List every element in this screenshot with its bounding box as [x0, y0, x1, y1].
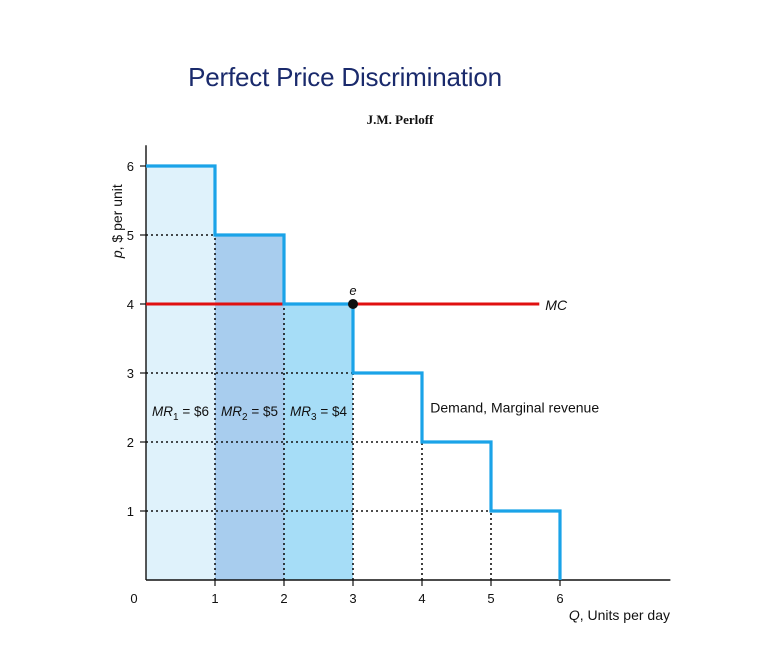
x-axis-label: Q, Units per day	[569, 607, 670, 623]
y-tick-label-4: 4	[127, 297, 134, 312]
chart-title: Perfect Price Discrimination	[188, 62, 502, 92]
y-tick-label-5: 5	[127, 228, 134, 243]
point-e-label: e	[349, 283, 356, 298]
y-tick-label-3: 3	[127, 366, 134, 381]
y-tick-label-6: 6	[127, 159, 134, 174]
y-tick-label-1: 1	[127, 504, 134, 519]
x-tick-label-3: 3	[349, 591, 356, 606]
demand-label: Demand, Marginal revenue	[430, 400, 599, 416]
y-axis-label: p, $ per unit	[109, 184, 125, 259]
demand-line	[146, 164, 562, 580]
x-tick-label-2: 2	[280, 591, 287, 606]
x-tick-label-6: 6	[556, 591, 563, 606]
x-tick-label-1: 1	[211, 591, 218, 606]
x-tick-label-0: 0	[130, 591, 137, 606]
point-e-marker	[348, 299, 358, 309]
mr-label-1: MR1 = $6	[152, 404, 209, 423]
mc-label: MC	[545, 297, 568, 313]
x-tick-label-5: 5	[487, 591, 494, 606]
mr-label-2: MR2 = $5	[221, 404, 278, 423]
x-tick-label-4: 4	[418, 591, 425, 606]
chart-subtitle: J.M. Perloff	[366, 112, 434, 127]
mr-label-3: MR3 = $4	[290, 404, 347, 423]
y-tick-label-2: 2	[127, 435, 134, 450]
shaded-region-2	[215, 235, 284, 580]
